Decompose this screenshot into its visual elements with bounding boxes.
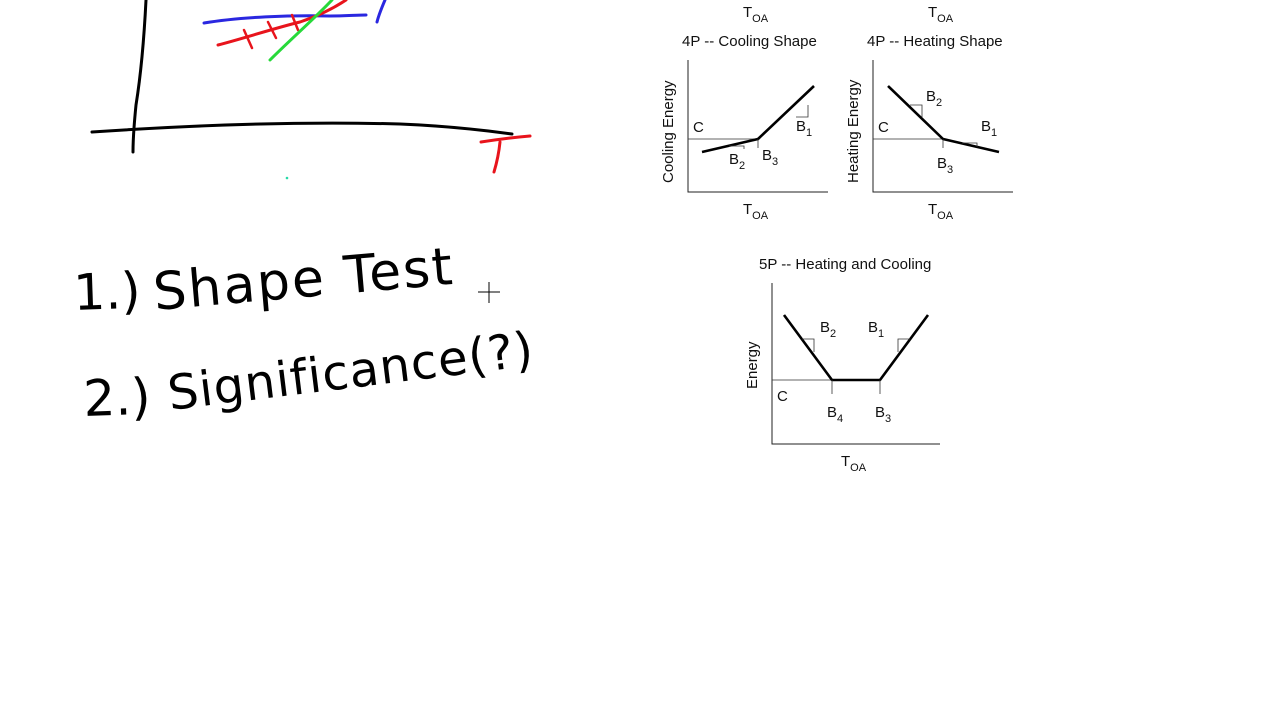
hand-y-axis bbox=[131, 0, 148, 154]
diagram-title: 4P -- Cooling Shape bbox=[682, 33, 817, 50]
y-axis-label: Energy bbox=[744, 341, 761, 389]
diagram-5p-heating-cooling: 5P -- Heating and Cooling Energy C B2 B1… bbox=[744, 256, 940, 474]
label-b1: B1 bbox=[796, 118, 812, 139]
slope-marker-b1 bbox=[897, 338, 910, 352]
hand-dot bbox=[285, 176, 289, 180]
diagram-title: 5P -- Heating and Cooling bbox=[759, 256, 931, 273]
label-b1: B1 bbox=[981, 118, 997, 139]
y-axis-label: Cooling Energy bbox=[660, 80, 677, 183]
slope-marker-b2 bbox=[802, 338, 815, 352]
label-b2: B2 bbox=[729, 151, 745, 172]
hand-blue-stroke bbox=[202, 13, 368, 25]
label-c: C bbox=[878, 119, 889, 136]
hand-axis-label-t: T bbox=[479, 134, 532, 174]
label-b2: B2 bbox=[820, 319, 836, 340]
list-item-1-number: 1.) bbox=[72, 262, 141, 322]
axes bbox=[687, 60, 828, 193]
x-axis-label: TOA bbox=[743, 201, 769, 222]
diagram-4p-cooling: 4P -- Cooling Shape Cooling Energy C B1 … bbox=[660, 33, 828, 222]
label-c: C bbox=[693, 119, 704, 136]
top-toa-label-heating: TOA bbox=[928, 4, 954, 25]
y-axis-label: Heating Energy bbox=[845, 79, 862, 183]
label-b1: B1 bbox=[868, 319, 884, 340]
model-line bbox=[782, 314, 930, 382]
hand-green-stroke bbox=[268, 0, 334, 62]
top-toa-label-cooling: TOA bbox=[743, 4, 769, 25]
x-axis-label: TOA bbox=[841, 453, 867, 474]
diagram-title: 4P -- Heating Shape bbox=[867, 33, 1003, 50]
svg-text:TOA: TOA bbox=[743, 4, 769, 25]
list-item-2: 2.) Significance(?) bbox=[82, 321, 537, 428]
axes bbox=[771, 283, 940, 445]
label-b4: B4 bbox=[827, 404, 843, 425]
slope-marker-b2 bbox=[729, 145, 745, 149]
label-b3: B3 bbox=[937, 155, 953, 176]
label-b2: B2 bbox=[926, 88, 942, 109]
x-axis-label: TOA bbox=[928, 201, 954, 222]
list-item-1-text: Shape Test bbox=[151, 237, 457, 323]
slope-marker-b2 bbox=[910, 104, 923, 117]
list-item-2-number: 2.) bbox=[82, 368, 151, 428]
hand-sketch-plot: T bbox=[90, 0, 532, 180]
axes bbox=[872, 60, 1013, 193]
label-c: C bbox=[777, 388, 788, 405]
list-item-2-text: Significance(?) bbox=[165, 321, 537, 421]
hand-red-ticks bbox=[242, 13, 300, 50]
handwritten-list: 1.) Shape Test 2.) Significance(?) bbox=[72, 237, 537, 428]
list-item-1: 1.) Shape Test bbox=[72, 237, 456, 323]
slope-marker-b1 bbox=[962, 142, 978, 147]
hand-red-stroke bbox=[216, 0, 348, 47]
svg-text:TOA: TOA bbox=[928, 4, 954, 25]
label-b3: B3 bbox=[875, 404, 891, 425]
label-b3: B3 bbox=[762, 147, 778, 168]
hand-x-axis bbox=[90, 121, 514, 136]
diagram-4p-heating: 4P -- Heating Shape Heating Energy C B1 … bbox=[845, 33, 1013, 222]
crosshair-cursor-icon bbox=[478, 282, 500, 303]
hand-blue-stroke-right bbox=[375, 0, 387, 24]
slope-marker-b1 bbox=[796, 105, 809, 118]
